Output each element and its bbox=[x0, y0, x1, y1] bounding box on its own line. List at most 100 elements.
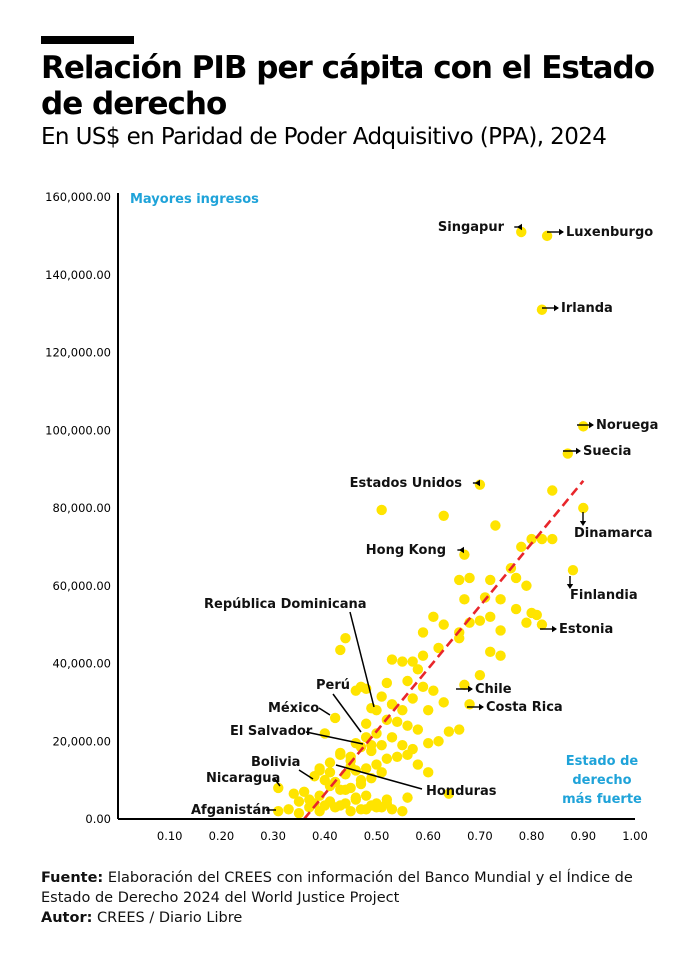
data-point bbox=[521, 580, 532, 591]
header-accent-bar bbox=[41, 36, 134, 44]
data-point bbox=[531, 609, 542, 621]
label-arrow-head bbox=[559, 228, 564, 236]
data-point bbox=[438, 697, 449, 708]
data-point bbox=[324, 796, 336, 807]
label-leader-line bbox=[349, 611, 375, 708]
data-point bbox=[345, 806, 356, 817]
data-point bbox=[454, 724, 465, 735]
data-point bbox=[397, 739, 408, 751]
points-layer bbox=[273, 226, 589, 819]
data-point-labeled bbox=[329, 712, 341, 724]
label-leader-line bbox=[318, 707, 331, 716]
data-point bbox=[495, 650, 506, 661]
data-point bbox=[433, 642, 444, 654]
label-leader-line bbox=[335, 764, 423, 790]
annotations-layer: Mayores ingresos Estado de derecho más fuer… bbox=[130, 192, 642, 807]
x-tick-label: 1.00 bbox=[622, 829, 648, 843]
data-point bbox=[376, 504, 387, 516]
label-arrow-head bbox=[566, 584, 574, 589]
y-tick-label: 80,000.00 bbox=[52, 501, 111, 515]
point-label: Honduras bbox=[426, 784, 497, 799]
data-point bbox=[324, 757, 336, 768]
data-point bbox=[355, 804, 367, 815]
source-line: Fuente: Elaboración del CREES con inform… bbox=[41, 868, 641, 908]
labels-layer: Singapur Luxenburgo Irlanda Noruega Suecia Es… bbox=[191, 220, 658, 818]
label-arrow-head bbox=[552, 625, 557, 633]
data-point-labeled bbox=[360, 718, 372, 729]
data-point bbox=[283, 804, 294, 815]
data-point bbox=[454, 574, 465, 586]
x-tick-label: 0.20 bbox=[209, 829, 235, 843]
data-point-labeled bbox=[459, 679, 470, 691]
data-point bbox=[402, 675, 413, 687]
data-point bbox=[376, 739, 387, 751]
data-point bbox=[490, 520, 501, 531]
label-leader-line bbox=[332, 693, 362, 733]
data-point bbox=[324, 767, 336, 778]
y-tick-label: 60,000.00 bbox=[52, 579, 111, 593]
point-label: Irlanda bbox=[561, 301, 613, 316]
point-label: El Salvador bbox=[230, 724, 313, 739]
data-point bbox=[350, 794, 362, 805]
data-point-labeled bbox=[536, 619, 548, 630]
data-point-labeled bbox=[459, 549, 470, 560]
data-point bbox=[293, 796, 305, 807]
data-point bbox=[391, 716, 403, 728]
point-label: Chile bbox=[475, 682, 512, 697]
data-point bbox=[314, 806, 325, 817]
data-point bbox=[381, 753, 393, 764]
label-leader-line bbox=[273, 777, 281, 787]
y-tick-label: 40,000.00 bbox=[52, 657, 111, 671]
data-point bbox=[304, 802, 315, 813]
data-point bbox=[381, 794, 393, 805]
data-point bbox=[402, 792, 413, 803]
data-point bbox=[371, 759, 382, 770]
data-point bbox=[350, 685, 362, 696]
x-tick-label: 0.40 bbox=[312, 829, 338, 843]
data-point bbox=[428, 685, 439, 696]
point-label: Luxenburgo bbox=[566, 225, 653, 240]
data-point bbox=[459, 594, 470, 605]
trendline-layer bbox=[303, 479, 585, 820]
x-tick-label: 0.70 bbox=[467, 829, 493, 843]
data-point bbox=[474, 669, 486, 681]
data-point bbox=[386, 732, 398, 743]
data-point bbox=[417, 650, 429, 661]
point-label: Afganistán bbox=[191, 803, 271, 818]
label-arrow-head bbox=[475, 479, 480, 487]
point-label: Estados Unidos bbox=[350, 476, 463, 491]
data-point bbox=[288, 788, 299, 799]
data-point bbox=[360, 763, 372, 774]
data-point-labeled bbox=[516, 226, 527, 238]
data-point bbox=[443, 726, 455, 737]
label-arrow-head bbox=[517, 223, 522, 231]
y-tick-label: 140,000.00 bbox=[45, 268, 111, 282]
data-point bbox=[412, 664, 424, 675]
y-tick-label: 0.00 bbox=[85, 812, 111, 826]
source-text: Elaboración del CREES con información de… bbox=[41, 870, 633, 906]
data-point bbox=[335, 747, 346, 759]
data-point bbox=[360, 790, 372, 801]
data-point bbox=[293, 807, 305, 819]
data-point-labeled bbox=[371, 704, 382, 716]
annotation-estado-derecho: Estado de bbox=[566, 754, 639, 769]
point-label: Costa Rica bbox=[486, 700, 563, 715]
point-label: Nicaragua bbox=[206, 771, 280, 786]
annotation-mayores-ingresos: Mayores ingresos bbox=[130, 192, 259, 207]
label-arrow-head bbox=[589, 421, 594, 429]
chart-title: Relación PIB per cápita con el Estado de… bbox=[41, 50, 655, 122]
point-label: Bolivia bbox=[251, 755, 300, 770]
data-point bbox=[355, 774, 367, 786]
data-point-labeled bbox=[578, 421, 589, 432]
data-point-labeled bbox=[273, 782, 284, 794]
trend-line bbox=[303, 479, 585, 820]
data-point bbox=[397, 656, 408, 667]
point-label: Estonia bbox=[559, 622, 613, 637]
label-arrow-head bbox=[468, 685, 473, 693]
author-text: CREES / Diario Libre bbox=[97, 910, 243, 926]
data-point bbox=[510, 572, 522, 584]
label-arrow-head bbox=[459, 546, 464, 554]
data-point bbox=[412, 724, 424, 735]
data-point bbox=[407, 693, 418, 704]
label-leader-line bbox=[305, 731, 364, 745]
